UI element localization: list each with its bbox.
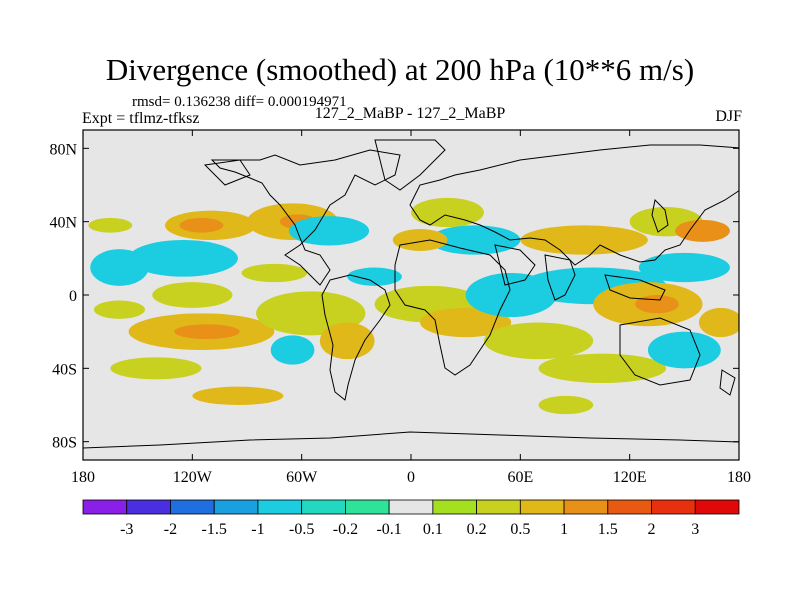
colorbar-swatch [82, 499, 128, 515]
field-region [319, 322, 375, 360]
y-axis: 80N 40N 0 40S 80S [49, 141, 739, 452]
coastline-alaska [203, 159, 251, 186]
field-region [192, 386, 284, 406]
x-tick-label: 0 [407, 469, 415, 486]
coastline-south-america [321, 274, 391, 401]
colorbar-level-label: -0.5 [289, 521, 314, 538]
colorbar-swatch [432, 499, 478, 515]
colorbar-level-label: 0.2 [467, 521, 487, 538]
stats-line: rmsd= 0.136238 diff= 0.000194971 [132, 94, 347, 111]
y-tick-label: 40N [49, 215, 77, 232]
season-label: DJF [715, 108, 742, 125]
field-region [538, 395, 594, 415]
x-tick-label: 120E [613, 469, 647, 486]
field-region [88, 218, 133, 233]
field-region [429, 225, 521, 255]
colorbar-swatch [694, 499, 740, 515]
chart-title: Divergence (smoothed) at 200 hPa (10**6 … [105, 52, 695, 87]
field-region [179, 218, 224, 233]
colorbar-swatch [476, 499, 521, 515]
field-region [152, 282, 233, 308]
y-tick-label: 80S [52, 435, 77, 452]
field-region [93, 300, 145, 319]
colorbar-level-label: -0.1 [376, 521, 401, 538]
coastline-india [544, 254, 576, 301]
y-tick-label: 40S [52, 361, 77, 378]
colorbar-level-label: 0.1 [423, 521, 443, 538]
coastline-greenland [374, 139, 446, 191]
field-region [347, 267, 402, 286]
field-region [483, 322, 594, 360]
coastline-africa [394, 239, 511, 376]
colorbar-swatch [388, 499, 434, 515]
coastline-japan [651, 198, 669, 233]
colorbar: -3 -2 -1.5 -1 -0.5 -0.2 -0.1 0.1 0.2 0.5 1 1.5 2 3 [82, 499, 740, 538]
colorbar-level-label: -2 [164, 521, 177, 538]
colorbar-level-label: -3 [120, 521, 133, 538]
diff-value: diff= 0.000194971 [234, 94, 347, 110]
field-region [288, 216, 370, 246]
colorbar-level-label: 3 [691, 521, 699, 538]
coastline-australia [619, 317, 701, 386]
x-axis: 180 120W 60W 0 60E 120E 180 [71, 130, 751, 486]
coastline-eurasia [409, 144, 739, 266]
y-tick-label: 0 [69, 288, 77, 305]
field-region [174, 324, 240, 339]
colorbar-swatch [344, 499, 390, 515]
y-tick-label: 80N [49, 141, 77, 158]
colorbar-swatch [170, 499, 215, 515]
x-tick-label: 60W [286, 469, 318, 486]
experiment-label: Expt = tflmz-tfksz [82, 110, 200, 127]
field-region [128, 240, 238, 277]
colorbar-swatch [301, 499, 346, 515]
colorbar-swatch [519, 499, 565, 515]
rmsd-value: rmsd= 0.136238 [132, 94, 231, 110]
colorbar-swatch [651, 499, 696, 515]
field-region [538, 353, 667, 384]
field-region [675, 219, 730, 242]
colorbar-swatch [126, 499, 171, 515]
colorbar-swatch [257, 499, 303, 515]
coastline-new-zealand [719, 369, 736, 396]
coastlines [83, 139, 739, 449]
colorbar-level-label: -1 [251, 521, 264, 538]
field-region [638, 252, 730, 283]
x-tick-label: 60E [507, 469, 533, 486]
coastline-antarctica [83, 431, 739, 449]
x-tick-label: 120W [173, 469, 213, 486]
field-region [392, 229, 448, 251]
field-region [520, 225, 648, 255]
field-region [110, 357, 202, 380]
comparison-label: 127_2_MaBP - 127_2_MaBP [314, 105, 506, 122]
field-region [647, 331, 721, 369]
field-region [270, 335, 315, 365]
field-region [420, 307, 512, 338]
colorbar-swatch [213, 499, 259, 515]
coastline-maritime-continent [604, 274, 666, 301]
x-tick-label: 180 [727, 469, 751, 486]
field-region [635, 295, 679, 314]
colorbar-level-label: 1 [560, 521, 568, 538]
field-regions [88, 197, 739, 415]
field-region [698, 307, 739, 338]
field-region [241, 263, 308, 283]
colorbar-level-label: 1.5 [598, 521, 618, 538]
colorbar-level-label: 2 [648, 521, 656, 538]
colorbar-swatch [607, 499, 652, 515]
colorbar-level-label: -0.2 [333, 521, 358, 538]
colorbar-swatch [563, 499, 609, 515]
coastline-north-america [210, 149, 401, 286]
x-tick-label: 180 [71, 469, 95, 486]
colorbar-level-label: 0.5 [510, 521, 530, 538]
colorbar-level-label: -1.5 [202, 521, 227, 538]
coastline-arabia [494, 244, 536, 286]
